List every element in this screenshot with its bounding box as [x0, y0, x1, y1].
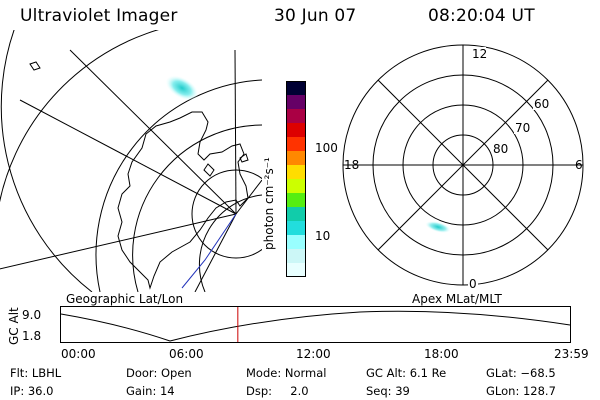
polar-circle [191, 169, 262, 259]
latitude-arc [0, 30, 93, 292]
mlat-label-60: 60 [534, 97, 549, 111]
instrument-title: Ultraviolet Imager [20, 6, 178, 26]
latitude-arc [132, 124, 262, 292]
latitude-arc [0, 30, 160, 203]
colorbar-band [286, 193, 306, 208]
colorbar [286, 81, 306, 278]
timeline-ylabel: GC Alt [7, 307, 21, 345]
status-door: Door: Open [126, 366, 192, 380]
altitude-timeline [60, 306, 571, 343]
status-gc-alt: GC Alt: 6.1 Re [366, 366, 447, 380]
status-ip: IP: 36.0 [10, 384, 54, 398]
meridian-line [19, 99, 237, 215]
colorbar-band [286, 109, 306, 124]
meridian-line [234, 49, 237, 215]
status-gain: Gain: 14 [126, 384, 175, 398]
timeline-ytick: 1.8 [22, 329, 42, 343]
status-mode: Mode: Normal [246, 366, 327, 380]
date-label: 30 Jun 07 [274, 6, 357, 26]
mlt-label-6: 6 [575, 158, 583, 172]
timeline-xtick: 06:00 [169, 347, 204, 361]
colorbar-band [286, 263, 306, 278]
time-label: 08:20:04 UT [428, 6, 535, 26]
colorbar-band [286, 123, 306, 138]
orbit-track [181, 213, 237, 289]
colorbar-gradient [286, 81, 306, 278]
mlt-line [377, 79, 549, 251]
status-dsp: Dsp: 2.0 [246, 384, 309, 398]
latitude-arc [95, 79, 262, 292]
aurora-patch [425, 221, 451, 233]
colorbar-unit-label: photon cm⁻²s⁻¹ [262, 157, 276, 250]
geographic-map [0, 30, 262, 292]
colorbar-band [286, 249, 306, 264]
colorbar-band [286, 221, 306, 236]
colorbar-band [286, 137, 306, 152]
mlt-label-18: 18 [344, 158, 359, 172]
colorbar-frame [286, 81, 306, 277]
meridian-line [235, 179, 262, 215]
status-filter: Flt: LBHL [10, 366, 62, 380]
timeline-ytick: 9.0 [22, 308, 42, 322]
colorbar-band [286, 165, 306, 180]
timeline-xtick: 18:00 [424, 347, 459, 361]
timeline-xtick: 12:00 [296, 347, 331, 361]
mlat-label-80: 80 [493, 142, 508, 156]
status-seq: Seq: 39 [366, 384, 410, 398]
polar-map: 12 0 18 6 60 70 80 [342, 44, 584, 290]
colorbar-band [286, 207, 306, 222]
colorbar-band [286, 179, 306, 194]
status-glat: GLat: −68.5 [486, 366, 556, 380]
mlt-label-12: 12 [472, 47, 487, 61]
timeline-xtick: 00:00 [61, 347, 96, 361]
meridian-line [69, 49, 237, 215]
colorbar-tick-label: 100 [315, 141, 338, 155]
aurora-patch [165, 75, 199, 101]
mlat-label-70: 70 [515, 121, 530, 135]
altitude-curve [60, 310, 571, 342]
colorbar-band [286, 81, 306, 96]
coastline [29, 61, 41, 71]
geographic-caption: Geographic Lat/Lon [66, 292, 184, 306]
status-glon: GLon: 128.7 [486, 384, 556, 398]
colorbar-band [286, 151, 306, 166]
apex-caption: Apex MLat/MLT [412, 292, 502, 306]
colorbar-band [286, 95, 306, 110]
coastline [203, 163, 215, 177]
mlt-label-0: 0 [469, 277, 477, 290]
timeline-xtick: 23:59 [554, 347, 589, 361]
coastline [117, 111, 249, 290]
colorbar-band [286, 235, 306, 250]
latitude-arc [198, 194, 262, 292]
coastline [239, 153, 249, 163]
colorbar-tick-label: 10 [315, 229, 331, 243]
meridian-line [0, 213, 237, 270]
timeline-frame [60, 306, 571, 343]
